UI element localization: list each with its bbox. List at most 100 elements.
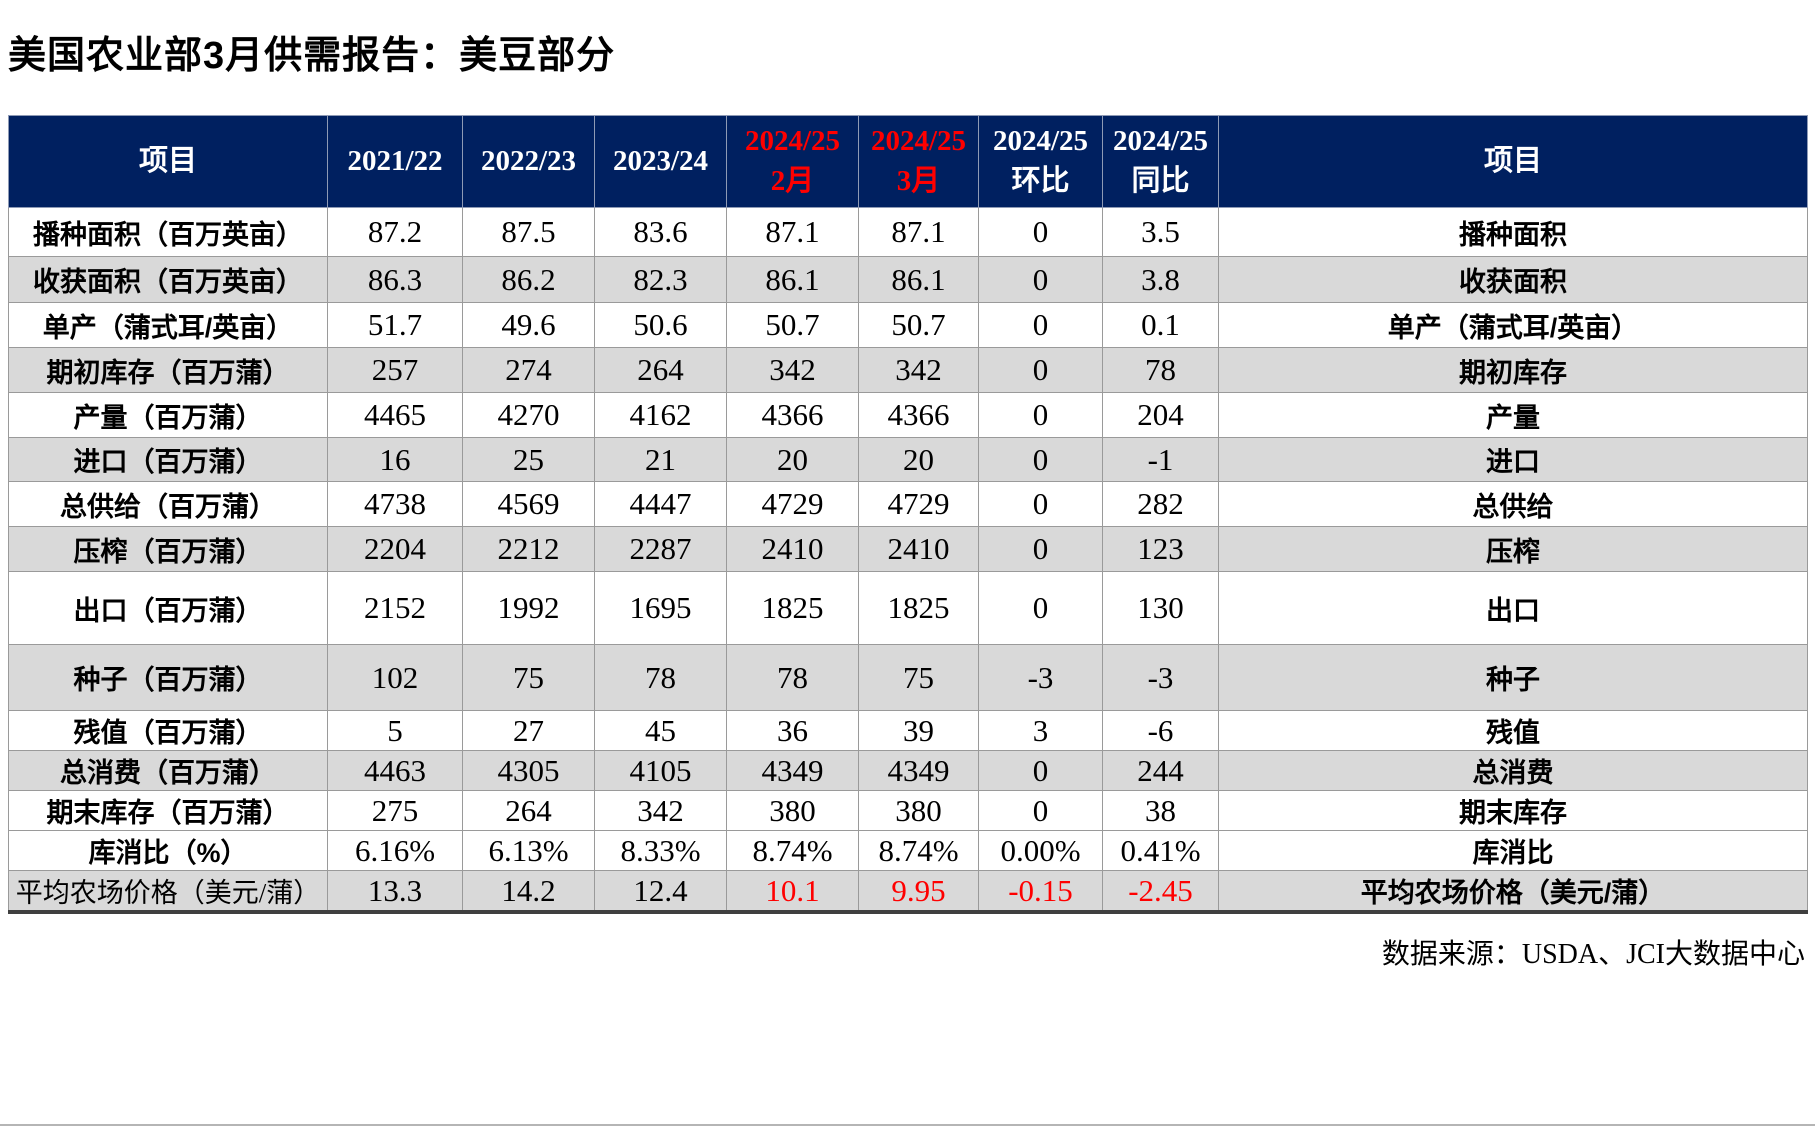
row-label-left: 残值（百万蒲） [8, 710, 328, 751]
value-cell: 45 [594, 710, 727, 751]
row-label-right: 单产（蒲式耳/英亩） [1218, 302, 1808, 348]
table-row: 进口（百万蒲） 16 25 21 20 20 0 -1 进口 [8, 437, 1808, 482]
row-label-right: 期初库存 [1218, 347, 1808, 393]
value-cell: 50.7 [858, 302, 979, 348]
value-cell: 0.00% [978, 830, 1103, 871]
value-cell: 4366 [858, 392, 979, 438]
row-label-left: 压榨（百万蒲） [8, 526, 328, 572]
value-cell: 0 [978, 790, 1103, 831]
value-cell: 102 [327, 644, 463, 711]
column-header: 2024/25 3月 [858, 115, 979, 208]
value-cell: 0.1 [1102, 302, 1219, 348]
table-row: 平均农场价格（美元/蒲） 13.3 14.2 12.4 10.1 9.95 -0.15 -2.… [8, 870, 1808, 913]
column-header: 2021/22 [327, 115, 463, 208]
value-cell: 4366 [726, 392, 859, 438]
value-cell: 342 [858, 347, 979, 393]
value-cell: 342 [594, 790, 727, 831]
row-label-left: 播种面积（百万英亩） [8, 207, 328, 257]
value-cell: 38 [1102, 790, 1219, 831]
value-cell: 86.3 [327, 256, 463, 303]
value-cell: 0.41% [1102, 830, 1219, 871]
bottom-divider [0, 1124, 1815, 1126]
column-header: 2024/25 2月 [726, 115, 859, 208]
value-cell: 87.1 [726, 207, 859, 257]
value-cell: 87.5 [462, 207, 595, 257]
value-cell: 78 [594, 644, 727, 711]
value-cell: 50.6 [594, 302, 727, 348]
header-row: 项目 2021/22 2022/23 2023/24 2024/25 2月 2024/25 3… [8, 115, 1808, 208]
table-row: 残值（百万蒲） 5 27 45 36 39 3 -6 残值 [8, 710, 1808, 751]
value-cell: 2152 [327, 571, 463, 645]
value-cell: 380 [726, 790, 859, 831]
value-cell: 78 [726, 644, 859, 711]
value-cell: 3 [978, 710, 1103, 751]
value-cell: 86.1 [726, 256, 859, 303]
value-cell: 342 [726, 347, 859, 393]
table-row: 单产（蒲式耳/英亩） 51.7 49.6 50.6 50.7 50.7 0 0.1 单产（蒲式耳… [8, 302, 1808, 348]
value-cell: 4463 [327, 750, 463, 791]
value-cell: 8.33% [594, 830, 727, 871]
row-label-left: 单产（蒲式耳/英亩） [8, 302, 328, 348]
value-cell: 86.1 [858, 256, 979, 303]
value-cell: 50.7 [726, 302, 859, 348]
value-cell: 4729 [858, 481, 979, 527]
value-cell: 75 [858, 644, 979, 711]
row-label-left: 收获面积（百万英亩） [8, 256, 328, 303]
table-row: 播种面积（百万英亩） 87.2 87.5 83.6 87.1 87.1 0 3.5 播种面积 [8, 207, 1808, 257]
value-cell: 130 [1102, 571, 1219, 645]
value-cell: 0 [978, 302, 1103, 348]
value-cell: 4349 [858, 750, 979, 791]
row-label-right: 总消费 [1218, 750, 1808, 791]
row-label-left: 总供给（百万蒲） [8, 481, 328, 527]
value-cell: 82.3 [594, 256, 727, 303]
column-header: 2023/24 [594, 115, 727, 208]
value-cell: 4447 [594, 481, 727, 527]
value-cell: 78 [1102, 347, 1219, 393]
row-label-left: 种子（百万蒲） [8, 644, 328, 711]
row-label-right: 播种面积 [1218, 207, 1808, 257]
row-label-right: 压榨 [1218, 526, 1808, 572]
value-cell: 123 [1102, 526, 1219, 572]
value-cell: -3 [978, 644, 1103, 711]
value-cell: 6.16% [327, 830, 463, 871]
value-cell: 0 [978, 571, 1103, 645]
table-row: 出口（百万蒲） 2152 1992 1695 1825 1825 0 130 出口 [8, 571, 1808, 645]
value-cell: 36 [726, 710, 859, 751]
table-row: 总供给（百万蒲） 4738 4569 4447 4729 4729 0 282 总供给 [8, 481, 1808, 527]
value-cell: 0 [978, 392, 1103, 438]
table-row: 总消费（百万蒲） 4463 4305 4105 4349 4349 0 244 总消费 [8, 750, 1808, 791]
value-cell: 3.5 [1102, 207, 1219, 257]
row-label-right: 收获面积 [1218, 256, 1808, 303]
value-cell: 39 [858, 710, 979, 751]
row-label-left: 库消比（%） [8, 830, 328, 871]
value-cell: 2212 [462, 526, 595, 572]
row-label-left: 总消费（百万蒲） [8, 750, 328, 791]
value-cell: 282 [1102, 481, 1219, 527]
row-label-right: 进口 [1218, 437, 1808, 482]
value-cell: 27 [462, 710, 595, 751]
value-cell: 4270 [462, 392, 595, 438]
row-label-right: 总供给 [1218, 481, 1808, 527]
value-cell: 274 [462, 347, 595, 393]
table-row: 压榨（百万蒲） 2204 2212 2287 2410 2410 0 123 压榨 [8, 526, 1808, 572]
value-cell: 1695 [594, 571, 727, 645]
source-note: 数据来源：USDA、JCI大数据中心 [1381, 939, 1805, 970]
value-cell: 0 [978, 750, 1103, 791]
value-cell: 87.1 [858, 207, 979, 257]
row-label-left: 期初库存（百万蒲） [8, 347, 328, 393]
column-header: 2022/23 [462, 115, 595, 208]
column-header: 项目 [8, 115, 328, 208]
value-cell: 83.6 [594, 207, 727, 257]
value-cell: 5 [327, 710, 463, 751]
value-cell: 275 [327, 790, 463, 831]
table-row: 库消比（%） 6.16% 6.13% 8.33% 8.74% 8.74% 0.00% 0.41… [8, 830, 1808, 871]
value-cell: 264 [594, 347, 727, 393]
value-cell: 4738 [327, 481, 463, 527]
value-cell: 0 [978, 256, 1103, 303]
value-cell: 4305 [462, 750, 595, 791]
value-cell: 2410 [726, 526, 859, 572]
value-cell: 0 [978, 347, 1103, 393]
value-cell: -1 [1102, 437, 1219, 482]
value-cell: 20 [858, 437, 979, 482]
value-cell: 257 [327, 347, 463, 393]
